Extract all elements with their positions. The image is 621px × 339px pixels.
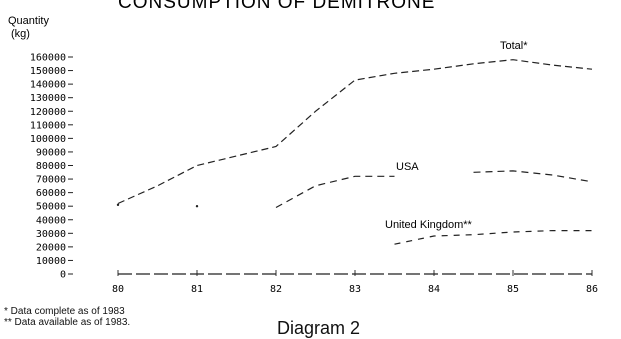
footnote-1: * Data complete as of 1983 (4, 306, 125, 317)
y-tick-label: 140000 (30, 80, 66, 91)
y-tick-label: 80000 (36, 161, 66, 172)
x-tick-label: 83 (349, 284, 361, 295)
y-tick-label: 70000 (36, 175, 66, 186)
y-tick-label: 120000 (30, 107, 66, 118)
x-tick-label: 80 (112, 284, 124, 295)
x-tick-label: 86 (586, 284, 598, 295)
y-tick-label: 10000 (36, 256, 66, 267)
series-line (473, 170, 593, 183)
y-tick-label: 0 (60, 270, 66, 281)
x-tick-label: 82 (270, 284, 282, 295)
series-line (117, 59, 593, 205)
y-tick-label: 60000 (36, 188, 66, 199)
y-axis-label-line1: Quantity (8, 15, 49, 27)
y-tick-label: 100000 (30, 134, 66, 145)
footnote-2: ** Data available as of 1983. (4, 317, 131, 328)
y-tick-label: 90000 (36, 147, 66, 158)
x-tick-label: 85 (507, 284, 519, 295)
series-group (116, 59, 593, 275)
y-tick-label: 130000 (30, 93, 66, 104)
series-label: United Kingdom** (385, 219, 473, 231)
x-tick-label: 84 (428, 284, 440, 295)
y-axis-label-line2: (kg) (11, 28, 30, 40)
y-tick-label: 160000 (30, 53, 66, 64)
series-point (195, 204, 199, 208)
x-axis-ticks: 80 81 82 83 84 85 86 (112, 270, 598, 295)
series-label: Total* (500, 40, 528, 52)
y-tick-label: 30000 (36, 229, 66, 240)
series-point (116, 203, 120, 207)
series-labels: Total* USA United Kingdom** (385, 40, 528, 231)
y-axis-ticks: 160000 150000 140000 130000 120000 110000 1000… (30, 53, 73, 281)
y-tick-label: 50000 (36, 202, 66, 213)
y-tick-label: 150000 (30, 66, 66, 77)
y-tick-label: 20000 (36, 242, 66, 253)
series-line (275, 175, 395, 209)
x-tick-label: 81 (191, 284, 203, 295)
series-line (394, 230, 592, 245)
chart-canvas: CONSUMPTION OF DEMITRONE Quantity (kg) 1… (8, 0, 598, 295)
y-tick-label: 110000 (30, 120, 66, 131)
diagram-caption: Diagram 2 (277, 318, 361, 338)
y-tick-label: 40000 (36, 215, 66, 226)
chart-title: CONSUMPTION OF DEMITRONE (118, 0, 435, 13)
series-label: USA (396, 161, 419, 173)
